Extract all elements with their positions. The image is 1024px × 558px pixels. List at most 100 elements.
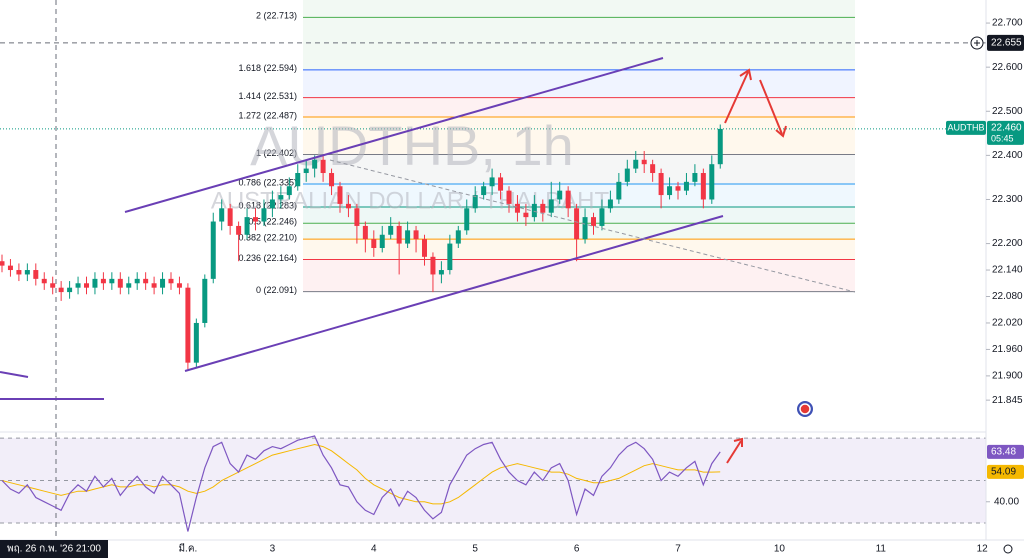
- x-tick-label: 6: [574, 544, 580, 555]
- annotations: [0, 57, 856, 464]
- candle-body: [565, 190, 571, 209]
- x-tick-label: 4: [371, 544, 377, 555]
- trend-left: [0, 371, 29, 378]
- arrow-up: [724, 68, 752, 124]
- candle-body: [143, 278, 149, 284]
- candle-body: [675, 186, 681, 191]
- rsi-tick-label: 40.00: [994, 496, 1019, 507]
- candle-body: [624, 168, 630, 182]
- candle-body: [16, 270, 22, 275]
- candle-body: [168, 278, 174, 284]
- fib-label: 1 (22.402): [256, 148, 297, 158]
- crosshair-plus-sign: [974, 40, 980, 46]
- candle-body: [472, 195, 478, 209]
- candle-body: [430, 256, 436, 275]
- crosshair-price-box: [987, 34, 1024, 51]
- candle-body: [379, 234, 385, 248]
- rsi-band-fill: [0, 438, 986, 523]
- candle-body: [7, 265, 13, 271]
- y-tick-label: 22.300: [992, 194, 1023, 205]
- candle-body: [295, 173, 301, 187]
- countdown-label: 05:45: [991, 133, 1014, 143]
- candle-body: [345, 203, 351, 209]
- candle-body: [337, 186, 343, 204]
- candle-body: [438, 270, 444, 275]
- candle-body: [24, 270, 30, 275]
- candle-body: [396, 225, 402, 244]
- background-layer: 2 (22.713) 1.618 (22.594) 1.414 (22.531) 1.…: [0, 0, 986, 540]
- candle-body: [489, 177, 495, 187]
- candle-body: [320, 159, 326, 174]
- x-tick-label: 3: [270, 544, 276, 555]
- y-tick-label: 22.200: [992, 238, 1023, 249]
- candle-body: [92, 278, 98, 288]
- watermark-title: AUDTHB, 1h: [250, 114, 574, 177]
- last-price-box: [987, 120, 1024, 145]
- plot-layer: [0, 124, 723, 532]
- candle-body: [481, 186, 487, 196]
- candle-body: [531, 203, 537, 218]
- candle-body: [219, 208, 225, 222]
- candle-body: [185, 287, 191, 363]
- candle-body: [244, 217, 250, 235]
- candle-body: [683, 181, 689, 191]
- candle-body: [0, 261, 5, 266]
- fib-label: 0.786 (22.335): [238, 177, 297, 187]
- candle-body: [591, 217, 596, 226]
- y-tick-label: 22.700: [992, 18, 1023, 29]
- candle-body: [641, 159, 647, 165]
- x-tick-label: 10: [774, 544, 786, 555]
- fib-zone: [303, 154, 855, 185]
- candle-body: [371, 239, 377, 248]
- candle-body: [599, 208, 605, 226]
- y-tick-label: 22.600: [992, 62, 1023, 73]
- candle-body: [210, 221, 216, 279]
- candle-body: [650, 164, 656, 174]
- y-tick-label: 22.080: [992, 291, 1023, 302]
- candle-body: [354, 208, 360, 226]
- y-tick-label: 21.960: [992, 344, 1023, 355]
- candle-body: [303, 168, 309, 174]
- event-icon-inner: [799, 403, 811, 415]
- candle-body: [498, 177, 504, 191]
- candle-body: [700, 173, 706, 200]
- candle-body: [75, 283, 81, 288]
- rsi-ma-value-label: 54.09: [991, 467, 1016, 478]
- candle-body: [329, 173, 335, 187]
- candle-body: [692, 173, 698, 182]
- fib-label: 1.414 (22.531): [238, 91, 297, 101]
- candle-body: [253, 217, 258, 222]
- settings-icon[interactable]: [1003, 544, 1013, 554]
- candle-body: [506, 190, 512, 204]
- fib-zone: [303, 184, 855, 207]
- crosshair-x-label: พฤ. 26 ก.พ. '26 21:00: [7, 544, 101, 555]
- candle-body: [388, 225, 394, 235]
- candle-body: [261, 208, 267, 222]
- arrow-rsi: [726, 437, 743, 464]
- candle-body: [269, 199, 275, 209]
- x-tick-label: 12: [977, 544, 989, 555]
- candle-body: [58, 287, 64, 293]
- candle-body: [667, 186, 673, 196]
- crosshair-price-label: 22.655: [991, 38, 1022, 49]
- candle-body: [464, 208, 470, 231]
- fib-label: 0 (22.091): [256, 285, 297, 295]
- candle-body: [134, 278, 140, 284]
- candle-body: [100, 278, 106, 284]
- fib-zone: [303, 239, 855, 260]
- candle-body: [455, 230, 461, 244]
- candle-body: [202, 278, 208, 323]
- x-tick-label: 11: [876, 544, 887, 555]
- candle-body: [582, 217, 588, 240]
- candle-body: [109, 278, 115, 284]
- fib-label: 0.236 (22.164): [238, 253, 297, 263]
- y-tick-label: 21.900: [992, 371, 1023, 382]
- fib-label: 0.618 (22.283): [238, 200, 297, 210]
- candle-body: [84, 283, 89, 288]
- fib-zone: [303, 69, 855, 98]
- x-tick-label: 7: [675, 544, 681, 555]
- channel-upper: [124, 57, 664, 213]
- fib-zone: [303, 0, 855, 18]
- candle-body: [227, 208, 233, 226]
